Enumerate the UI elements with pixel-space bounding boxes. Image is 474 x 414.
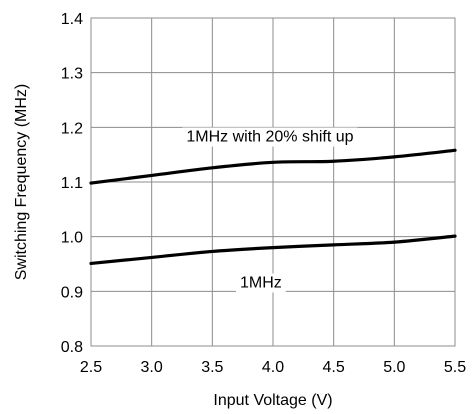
- annotation-label: 1MHz with 20% shift up: [186, 129, 353, 146]
- annotation-layer: 1MHz with 20% shift up 1MHz: [182, 127, 358, 293]
- y-tick-label: 1.1: [61, 175, 83, 192]
- annotation-label: 1MHz: [240, 274, 282, 291]
- x-tick-label: 3.5: [201, 359, 223, 376]
- x-tick-label: 4.0: [262, 359, 284, 376]
- y-tick-label: 1.3: [61, 66, 83, 83]
- series-line-1: [89, 234, 457, 266]
- x-tick-label: 4.5: [323, 359, 345, 376]
- y-tick-label: 0.8: [61, 339, 83, 356]
- x-tick-label: 2.5: [80, 359, 102, 376]
- series-line-0: [89, 148, 457, 185]
- y-axis-title: Switching Frequency (MHz): [13, 84, 30, 281]
- x-axis-title: Input Voltage (V): [213, 392, 332, 409]
- series-layer: [89, 148, 457, 266]
- grid-layer: [90, 17, 456, 347]
- annotation-background: [235, 273, 286, 293]
- tick-layer: 2.5 3.0 3.5 4.0 4.5 5.0 5.5 0.8 0.9 1.0 1.1 1.2 1.3 1…: [61, 11, 466, 376]
- y-tick-label: 0.9: [61, 284, 83, 301]
- x-tick-label: 5.5: [444, 359, 466, 376]
- x-tick-label: 5.0: [383, 359, 405, 376]
- annotation-background: [182, 127, 358, 147]
- y-tick-label: 1.2: [61, 120, 83, 137]
- x-tick-label: 3.0: [141, 359, 163, 376]
- y-tick-label: 1.0: [61, 230, 83, 247]
- y-tick-label: 1.4: [61, 11, 83, 28]
